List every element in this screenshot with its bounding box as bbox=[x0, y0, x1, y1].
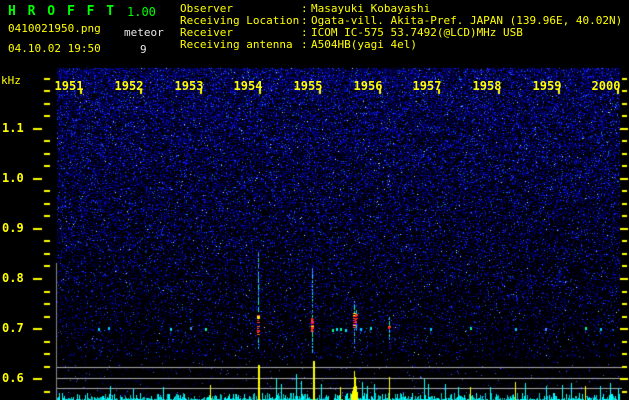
time-tick-label: 1956 bbox=[353, 79, 383, 93]
freq-tick-label: 0.8 bbox=[2, 271, 24, 285]
info-value: Ogata-vill. Akita-Pref. JAPAN (139.96E, … bbox=[311, 14, 623, 27]
info-value: ICOM IC-575 53.7492(@LCD)MHz USB bbox=[311, 26, 523, 39]
observation-datetime: 04.10.02 19:50 bbox=[8, 42, 101, 55]
info-label: Receiving Location bbox=[180, 14, 300, 27]
time-tick-label: 1958 bbox=[472, 79, 502, 93]
time-tick-label: 1954 bbox=[233, 79, 263, 93]
info-row: Observer: Masayuki Kobayashi bbox=[180, 3, 622, 15]
time-tick-label: 1959 bbox=[532, 79, 562, 93]
freq-tick-label: 0.9 bbox=[2, 221, 24, 235]
time-tick-label: 2000 bbox=[591, 79, 621, 93]
time-tick-label: 1952 bbox=[114, 79, 144, 93]
time-tick-label: 1955 bbox=[293, 79, 323, 93]
info-value: A504HB(yagi 4el) bbox=[311, 38, 417, 51]
info-colon: : bbox=[301, 26, 308, 39]
freq-tick-label: 0.6 bbox=[2, 371, 24, 385]
meteor-count: 9 bbox=[140, 43, 147, 56]
freq-tick-label: 1.1 bbox=[2, 121, 24, 135]
info-colon: : bbox=[301, 14, 308, 27]
time-tick-label: 1953 bbox=[174, 79, 204, 93]
info-row: Receiving Location: Ogata-vill. Akita-Pre… bbox=[180, 15, 622, 27]
observation-info-table: Observer: Masayuki Kobayashi Receiving Loc… bbox=[180, 3, 622, 51]
output-filename: 0410021950.png bbox=[8, 22, 101, 35]
info-label: Receiver bbox=[180, 26, 233, 39]
app-version: 1.00 bbox=[127, 5, 156, 19]
freq-tick-label: 1.0 bbox=[2, 171, 24, 185]
freq-tick-label: 0.7 bbox=[2, 321, 24, 335]
info-colon: : bbox=[301, 38, 308, 51]
info-colon: : bbox=[301, 2, 308, 15]
time-tick-label: 1957 bbox=[412, 79, 442, 93]
info-row: Receiving antenna: A504HB(yagi 4el) bbox=[180, 39, 622, 51]
info-label: Receiving antenna bbox=[180, 38, 293, 51]
time-tick-label: 1951 bbox=[54, 79, 84, 93]
info-row: Receiver: ICOM IC-575 53.7492(@LCD)MHz US… bbox=[180, 27, 622, 39]
app-title: H R O F F T bbox=[8, 4, 117, 19]
info-label: Observer bbox=[180, 2, 233, 15]
mode-label: meteor bbox=[124, 26, 164, 39]
info-value: Masayuki Kobayashi bbox=[311, 2, 431, 15]
freq-axis-unit-label: kHz bbox=[1, 74, 21, 87]
